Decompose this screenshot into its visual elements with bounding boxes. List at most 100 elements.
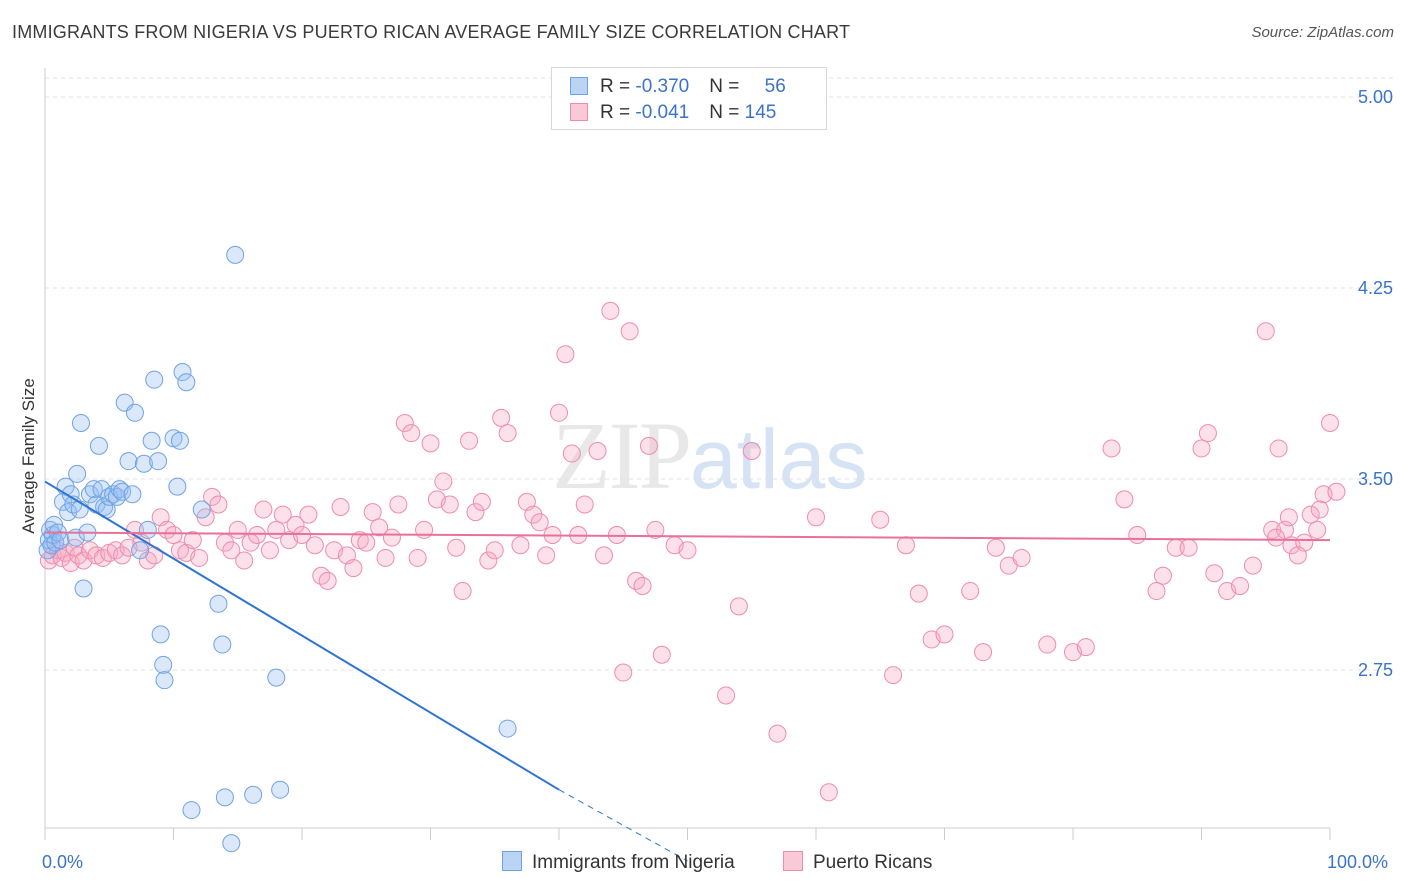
puerto-rican-point bbox=[222, 541, 241, 560]
puerto-rican-point bbox=[524, 505, 543, 524]
puerto-rican-point bbox=[331, 498, 350, 517]
puerto-rican-point bbox=[588, 441, 607, 460]
puerto-rican-point bbox=[1279, 508, 1298, 527]
puerto-rican-point bbox=[472, 492, 491, 511]
puerto-rican-point bbox=[344, 559, 363, 578]
nigeria-point bbox=[68, 464, 87, 483]
puerto-rican-point bbox=[537, 546, 556, 565]
puerto-rican-point bbox=[1231, 576, 1250, 595]
puerto-rican-point bbox=[299, 505, 318, 524]
nigeria-point bbox=[271, 780, 290, 799]
nigeria-trend-extension bbox=[558, 789, 688, 862]
nigeria-point bbox=[71, 413, 90, 432]
legend: R = -0.370 N = 56 R = -0.041 N = 145 bbox=[551, 67, 827, 130]
nigeria-point bbox=[182, 801, 201, 820]
nigeria-point bbox=[168, 477, 187, 496]
nigeria-point bbox=[244, 785, 263, 804]
puerto-rican-point bbox=[1198, 424, 1217, 443]
puerto-rican-point bbox=[209, 495, 228, 514]
bottom-legend-nigeria: Immigrants from Nigeria bbox=[502, 851, 735, 874]
y-tick-label: 5.00 bbox=[1358, 87, 1393, 107]
puerto-rican-point bbox=[1115, 490, 1134, 509]
puerto-rican-point bbox=[986, 538, 1005, 557]
nigeria-point bbox=[131, 541, 150, 560]
nigeria-point bbox=[149, 452, 168, 471]
puerto-rican-point bbox=[402, 424, 421, 443]
puerto-rican-point bbox=[466, 503, 485, 522]
nigeria-point bbox=[213, 635, 232, 654]
nigeria-point bbox=[95, 498, 114, 517]
puerto-rican-point bbox=[69, 546, 88, 565]
puerto-rican-point bbox=[260, 541, 279, 560]
puerto-rican-point bbox=[305, 536, 324, 555]
puerto-rican-point bbox=[370, 518, 389, 537]
puerto-rican-point bbox=[248, 526, 267, 545]
puerto-rican-point bbox=[550, 403, 568, 422]
puerto-rican-point bbox=[408, 548, 427, 567]
puerto-rican-point bbox=[485, 541, 504, 560]
puerto-rican-point bbox=[389, 495, 408, 514]
puerto-rican-point bbox=[652, 645, 671, 664]
nigeria-point bbox=[142, 431, 161, 450]
nigeria-point bbox=[70, 500, 89, 519]
puerto-rican-point bbox=[594, 546, 613, 565]
nigeria-point bbox=[138, 520, 157, 539]
watermark-atlas: atlas bbox=[690, 412, 868, 506]
puerto-rican-point bbox=[639, 436, 658, 455]
puerto-rican-point bbox=[961, 582, 980, 601]
nigeria-point bbox=[89, 436, 108, 455]
puerto-rican-point bbox=[1102, 439, 1121, 458]
puerto-rican-point bbox=[562, 444, 581, 463]
nigeria-point bbox=[74, 579, 93, 598]
puerto-rican-point bbox=[1310, 500, 1329, 519]
puerto-rican-point bbox=[1308, 520, 1327, 539]
source-label: Source: ZipAtlas.com bbox=[1251, 24, 1394, 41]
puerto-rican-point bbox=[203, 487, 222, 506]
nigeria-point bbox=[51, 531, 70, 550]
nigeria-point bbox=[222, 834, 241, 853]
puerto-rican-point bbox=[164, 526, 183, 545]
puerto-rican-point bbox=[479, 551, 498, 570]
puerto-rican-point bbox=[376, 548, 395, 567]
puerto-rican-point bbox=[1192, 439, 1211, 458]
bottom-legend-swatch-puerto-rican bbox=[783, 851, 803, 871]
puerto-rican-point bbox=[1267, 528, 1286, 547]
puerto-rican-point bbox=[254, 500, 273, 519]
puerto-rican-point bbox=[382, 528, 401, 547]
puerto-rican-point bbox=[421, 434, 440, 453]
nigeria-point bbox=[209, 594, 228, 613]
puerto-rican-point bbox=[357, 533, 376, 552]
puerto-rican-point bbox=[113, 546, 132, 565]
puerto-rican-point bbox=[1179, 538, 1198, 557]
puerto-rican-point bbox=[1012, 548, 1031, 567]
puerto-rican-point bbox=[729, 597, 748, 616]
puerto-rican-point bbox=[742, 441, 761, 460]
legend-n-label: N = bbox=[709, 102, 745, 123]
puerto-rican-point bbox=[453, 582, 472, 601]
puerto-rican-point bbox=[575, 495, 594, 514]
puerto-rican-point bbox=[633, 576, 652, 595]
puerto-rican-point bbox=[646, 520, 665, 539]
nigeria-point bbox=[267, 668, 286, 687]
puerto-rican-trend-line bbox=[44, 531, 1331, 542]
bottom-legend-swatch-nigeria bbox=[502, 851, 522, 871]
legend-swatch-puerto-rican bbox=[570, 103, 588, 121]
puerto-rican-point bbox=[498, 424, 517, 443]
nigeria-point bbox=[173, 363, 192, 382]
puerto-rican-point bbox=[1153, 566, 1172, 585]
puerto-rican-point bbox=[183, 531, 202, 550]
nigeria-point bbox=[170, 431, 189, 450]
puerto-rican-point bbox=[678, 541, 697, 560]
legend-r-value: -0.370 bbox=[635, 76, 690, 97]
legend-n-value: 145 bbox=[744, 102, 777, 123]
puerto-rican-point bbox=[620, 322, 639, 341]
puerto-rican-point bbox=[460, 431, 479, 450]
puerto-rican-point bbox=[1147, 582, 1166, 601]
puerto-rican-point bbox=[395, 413, 414, 432]
puerto-rican-point bbox=[807, 508, 825, 527]
nigeria-point bbox=[125, 403, 144, 422]
puerto-rican-point bbox=[896, 536, 915, 555]
nigeria-point bbox=[155, 671, 174, 690]
puerto-rican-point bbox=[1321, 413, 1339, 432]
